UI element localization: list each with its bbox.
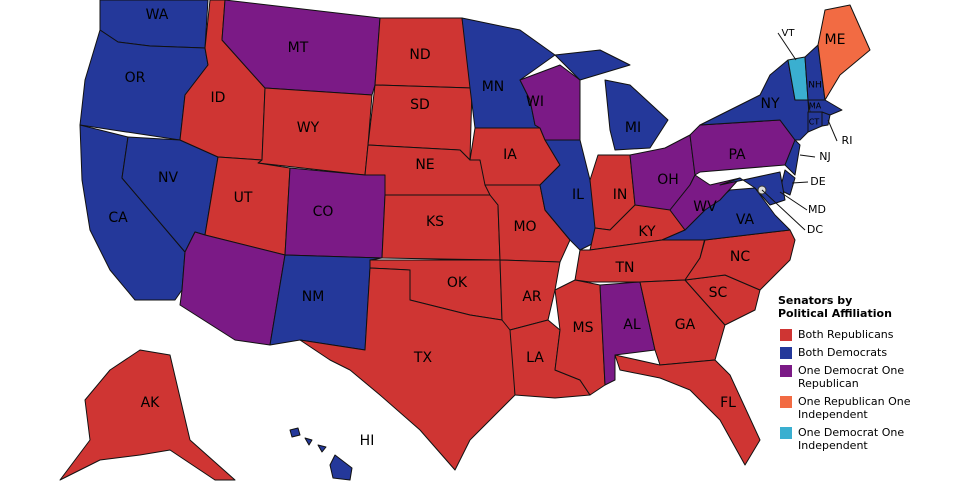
legend-item: One Republican One Independent — [778, 395, 960, 421]
state-label: SC — [709, 285, 728, 301]
state-label: OR — [125, 70, 146, 86]
state-label: WA — [146, 7, 169, 23]
legend-title: Senators by Political Affiliation — [778, 294, 892, 320]
state-label: VA — [736, 212, 755, 228]
state-label: OK — [447, 275, 468, 291]
state-label: NC — [730, 249, 750, 265]
state-label: WV — [693, 199, 717, 215]
state-label: SD — [410, 97, 430, 113]
state-label: MD — [808, 203, 826, 216]
state-label: FL — [720, 395, 736, 411]
state-label: WY — [297, 120, 320, 136]
state-label: NV — [158, 170, 178, 186]
legend-swatch — [780, 329, 792, 341]
state-label: NM — [302, 289, 325, 305]
state-label: AK — [141, 395, 161, 411]
state-shape — [317, 444, 327, 453]
state-shape — [684, 229, 796, 291]
state-shape — [269, 254, 383, 351]
state-label: IA — [503, 147, 517, 163]
state-shape — [329, 454, 353, 481]
state-label: CT — [809, 118, 820, 127]
state-shape — [539, 139, 601, 251]
leader-line — [791, 181, 809, 184]
legend-item: One Democrat One Republican — [778, 364, 960, 390]
state-label: MA — [809, 102, 822, 111]
state-label: HI — [360, 433, 375, 449]
leader-line — [827, 119, 838, 142]
legend-item: Both Republicans — [778, 328, 960, 341]
state-label: VT — [782, 28, 796, 39]
state-label: MI — [625, 120, 641, 136]
state-label: PA — [728, 147, 746, 163]
state-label: MO — [513, 219, 536, 235]
leader-line — [779, 191, 808, 211]
state-shape — [299, 267, 516, 471]
legend-swatch — [780, 347, 792, 359]
legend-item: Both Democrats — [778, 346, 960, 359]
legend-swatch — [780, 365, 792, 377]
state-label: UT — [234, 190, 253, 206]
state-label: TN — [614, 260, 634, 276]
legend-swatch — [780, 427, 792, 439]
state-label: OH — [657, 172, 679, 188]
state-label: ME — [825, 32, 846, 48]
state-label: KS — [426, 214, 444, 230]
legend: Senators by Political Affiliation Both R… — [778, 294, 960, 457]
state-label: IN — [613, 187, 628, 203]
legend-label: One Republican One Independent — [798, 395, 911, 421]
leader-line — [777, 32, 797, 61]
state-label: GA — [675, 317, 696, 333]
state-label: CO — [313, 204, 334, 220]
state-shape — [304, 437, 313, 446]
state-label: AR — [522, 289, 542, 305]
state-shape — [284, 167, 386, 259]
state-label: DE — [810, 175, 825, 188]
state-shape — [614, 354, 761, 466]
legend-item: One Democrat One Independent — [778, 426, 960, 452]
state-label: AL — [623, 317, 641, 333]
state-label: ND — [409, 47, 430, 63]
state-shape — [807, 99, 843, 116]
state-shape — [604, 79, 669, 151]
state-label: ID — [211, 90, 226, 106]
state-label: KY — [638, 224, 656, 240]
state-label: LA — [526, 350, 544, 366]
legend-label: Both Democrats — [798, 346, 888, 359]
state-label: NY — [760, 96, 779, 112]
state-label: DC — [807, 223, 823, 236]
legend-label: One Democrat One Republican — [798, 364, 905, 390]
legend-label: One Democrat One Independent — [798, 426, 905, 452]
state-shape — [821, 111, 831, 127]
state-label: MN — [482, 79, 505, 95]
state-shape — [289, 427, 301, 438]
state-shape — [817, 4, 871, 101]
leader-line — [799, 154, 816, 158]
state-shape — [59, 349, 236, 481]
state-label: RI — [842, 134, 853, 147]
state-label: NH — [808, 81, 822, 91]
state-shape — [784, 139, 801, 176]
legend-swatch — [780, 396, 792, 408]
state-label: MT — [288, 40, 309, 56]
state-shape — [554, 279, 606, 396]
state-shape — [807, 111, 823, 133]
state-shape — [554, 49, 631, 81]
state-label: MS — [573, 320, 594, 336]
state-label: NE — [415, 157, 434, 173]
state-label: IL — [572, 187, 584, 203]
state-label: WI — [526, 94, 544, 110]
leader-line — [761, 189, 806, 231]
state-label: NJ — [819, 150, 830, 163]
state-label: TX — [413, 350, 433, 366]
state-label: CA — [108, 210, 128, 226]
legend-label: Both Republicans — [798, 328, 894, 341]
